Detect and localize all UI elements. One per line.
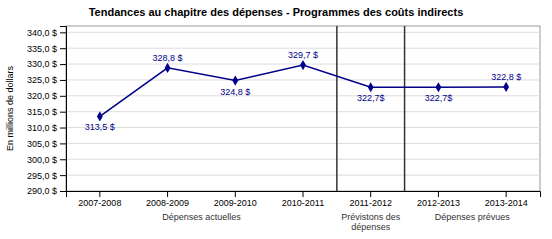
y-tick-label: 310,0 $ (27, 123, 57, 133)
section-label: Dépenses actuelles (162, 212, 241, 222)
y-tick: 340,0 $ (27, 28, 66, 38)
x-tick: 2009-2010 (214, 191, 257, 208)
y-tick-label: 290,0 $ (27, 186, 57, 196)
x-tick-mark (167, 191, 168, 197)
data-label: 322,7$ (425, 93, 453, 103)
y-tick-label: 340,0 $ (27, 28, 57, 38)
y-tick: 320,0 $ (27, 91, 66, 101)
section-label: Prévistons desdépenses (341, 212, 401, 232)
title: Tendances au chapitre des dépenses - Pro… (89, 6, 464, 18)
y-tick-label: 320,0 $ (27, 91, 57, 101)
x-tick-label: 2009-2010 (214, 198, 257, 208)
chart: 290,0 $ 295,0 $ 300,0 $ 305,0 $ 310,0 $ 315,0… (0, 0, 552, 239)
section-separator (404, 26, 406, 191)
y-axis-line (60, 27, 67, 192)
x-tick: 2007-2008 (78, 191, 121, 208)
y-tick-mark (60, 112, 66, 113)
x-axis-line (67, 192, 541, 198)
marker (368, 82, 374, 92)
grid-line (66, 127, 540, 128)
y-tick: 305,0 $ (27, 139, 66, 149)
y-tick-mark (60, 128, 66, 129)
x-tick-label: 2010-2011 (282, 198, 324, 208)
y-tick: 335,0 $ (27, 44, 66, 54)
data-labels: 313,5 $ 328,8 $ 324,8 $ 329,7 $ 322,7$ 322,7$… (85, 50, 521, 132)
y-tick-label: 330,0 $ (27, 59, 57, 69)
marker (435, 82, 441, 92)
y-tick-mark (60, 175, 66, 176)
y-tick-mark (60, 32, 66, 33)
marker (503, 82, 509, 92)
x-tick: 2010-2011 (282, 191, 324, 208)
plot: 290,0 $ 295,0 $ 300,0 $ 305,0 $ 310,0 $ 315,0… (27, 26, 541, 232)
x-tick-mark (99, 191, 100, 197)
y-tick: 300,0 $ (27, 155, 66, 165)
x-tick-label: 2007-2008 (78, 198, 121, 208)
grid-line (66, 32, 540, 33)
y-tick-mark (60, 80, 66, 81)
section-separators (337, 26, 405, 191)
x-tick-label: 2012-2013 (417, 198, 460, 208)
y-tick-label: 305,0 $ (27, 139, 57, 149)
x-tick: 2008-2009 (146, 191, 189, 208)
y-tick-mark (60, 48, 66, 49)
x-tick-mark (303, 191, 304, 197)
x-tick: 2013-2014 (485, 191, 528, 208)
grid-line (66, 48, 540, 49)
y-tick-mark (60, 159, 66, 160)
y-tick-mark (60, 96, 66, 97)
y-tick-label: 295,0 $ (27, 171, 57, 181)
marker (300, 60, 306, 70)
x-tick-mark (235, 191, 236, 197)
y-tick: 290,0 $ (27, 186, 66, 196)
marker (165, 63, 171, 73)
x-tick-label: 2013-2014 (485, 198, 528, 208)
data-label: 313,5 $ (85, 122, 115, 132)
x-tick-mark (506, 191, 507, 197)
data-label: 324,8 $ (220, 87, 250, 97)
data-label: 322,8 $ (491, 72, 521, 82)
grid-line (66, 143, 540, 144)
grid (66, 32, 540, 191)
y-tick-label: 300,0 $ (27, 155, 57, 165)
y-tick-mark (60, 64, 66, 65)
grid-line (66, 79, 540, 80)
y-tick-label: 335,0 $ (27, 44, 57, 54)
grid-line (66, 95, 540, 96)
y-tick: 310,0 $ (27, 123, 66, 133)
data-label: 328,8 $ (153, 53, 183, 63)
y-tick: 330,0 $ (27, 59, 66, 69)
section-label: Dépenses prévues (435, 212, 511, 222)
x-tick-mark (370, 191, 371, 197)
x-tick-label: 2011-2012 (350, 198, 392, 208)
data-label: 329,7 $ (288, 50, 318, 60)
y-tick: 315,0 $ (27, 107, 66, 117)
y-axis-title: En millions de dollars (5, 65, 15, 151)
y-tick: 325,0 $ (27, 75, 66, 85)
y-tick-mark (60, 143, 66, 144)
y-tick: 295,0 $ (27, 171, 66, 181)
x-tick: 2012-2013 (417, 191, 460, 208)
x-tick: 2011-2012 (350, 191, 392, 208)
y-tick-label: 315,0 $ (27, 107, 57, 117)
section-labels: Dépenses actuelles Prévistons desdépenses… (162, 212, 510, 232)
section-separator (336, 26, 338, 191)
y-axis: 290,0 $ 295,0 $ 300,0 $ 305,0 $ 310,0 $ 315,0… (27, 27, 67, 197)
marker (97, 111, 103, 121)
grid-line (66, 175, 540, 176)
x-tick-label: 2008-2009 (146, 198, 189, 208)
grid-line (66, 111, 540, 112)
data-label: 322,7$ (357, 93, 385, 103)
marks (97, 60, 509, 122)
grid-line (66, 159, 540, 160)
y-tick-label: 325,0 $ (27, 75, 57, 85)
marker (232, 75, 238, 85)
x-tick-mark (438, 191, 439, 197)
y-tick-mark (60, 191, 66, 192)
plot-frame (66, 26, 540, 191)
x-axis: 2007-2008 2008-2009 2009-2010 2010-2011 2011… (67, 191, 541, 208)
line (100, 65, 506, 116)
